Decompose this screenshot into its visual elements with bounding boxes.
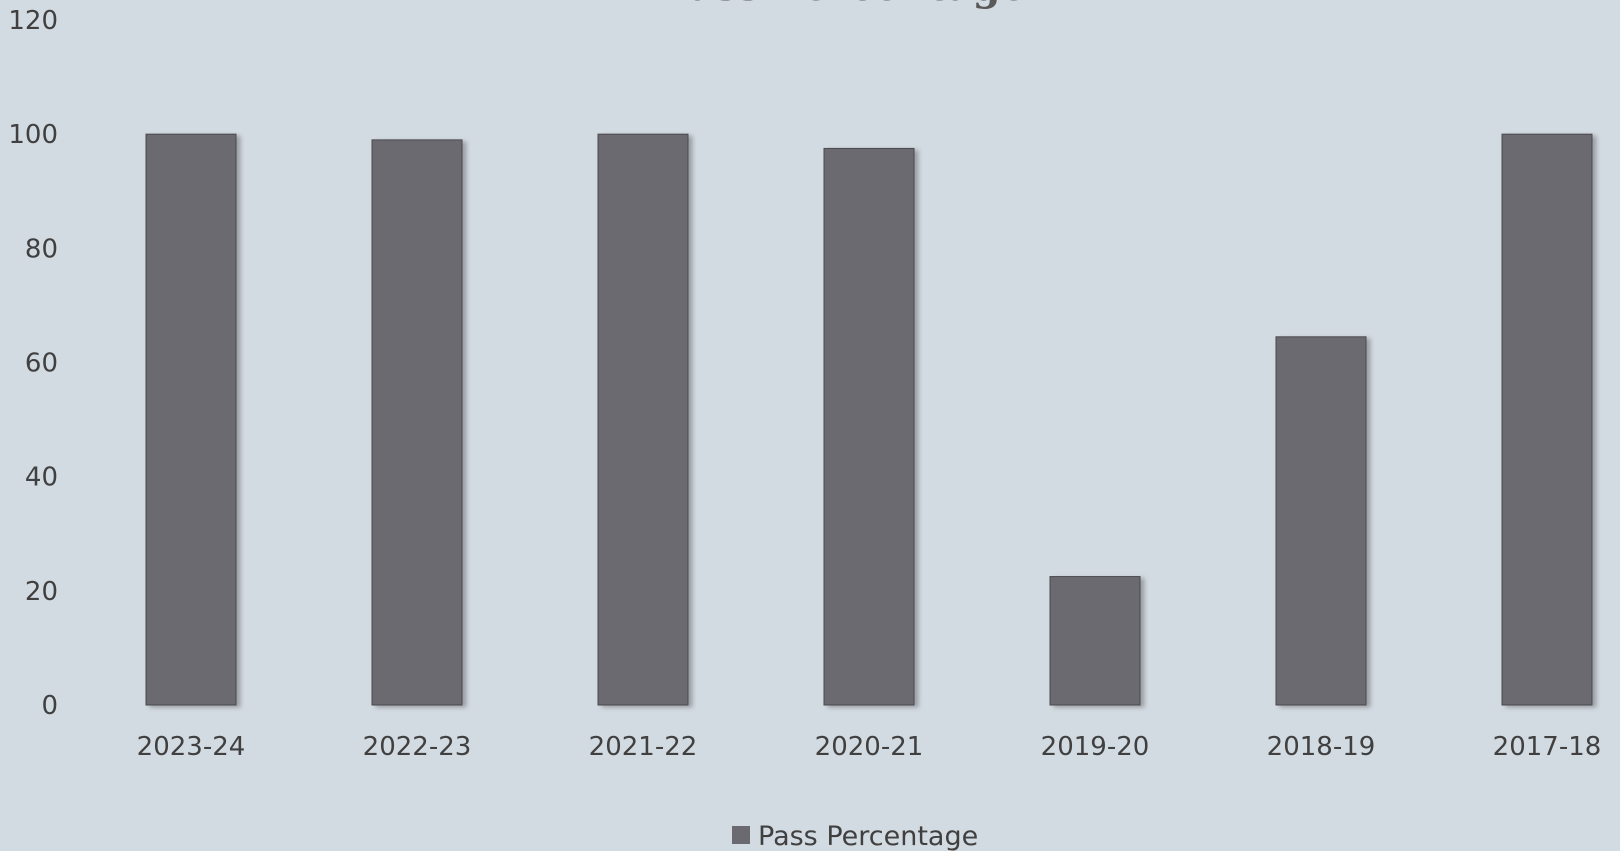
x-tick-label: 2021-22	[589, 732, 698, 762]
bar	[597, 133, 689, 706]
y-tick-label: 20	[25, 577, 58, 607]
y-axis: 0 20 40 60 80 100 120	[8, 6, 58, 721]
bar	[371, 139, 463, 706]
bars-group	[145, 133, 1593, 706]
bar	[823, 147, 915, 706]
y-tick-label: 0	[41, 691, 58, 721]
bar	[1501, 133, 1593, 706]
x-tick-label: 2020-21	[815, 732, 924, 762]
x-tick-label: 2018-19	[1267, 732, 1376, 762]
bar	[1275, 336, 1367, 706]
legend-label: Pass Percentage	[758, 821, 978, 851]
y-tick-label: 100	[8, 120, 58, 150]
x-axis: 2023-24 2022-23 2021-22 2020-21 2019-20 2018-…	[137, 732, 1602, 762]
x-tick-label: 2017-18	[1493, 732, 1602, 762]
y-tick-label: 40	[25, 463, 58, 493]
legend: Pass Percentage	[732, 821, 978, 851]
y-tick-label: 120	[8, 6, 58, 36]
bar	[145, 133, 237, 706]
bar	[1049, 576, 1141, 706]
y-tick-label: 80	[25, 234, 58, 264]
legend-swatch	[732, 826, 750, 844]
chart-title: Pass Percentage	[660, 0, 1026, 10]
y-tick-label: 60	[25, 349, 58, 379]
x-tick-label: 2019-20	[1041, 732, 1150, 762]
x-tick-label: 2023-24	[137, 732, 246, 762]
x-tick-label: 2022-23	[363, 732, 472, 762]
